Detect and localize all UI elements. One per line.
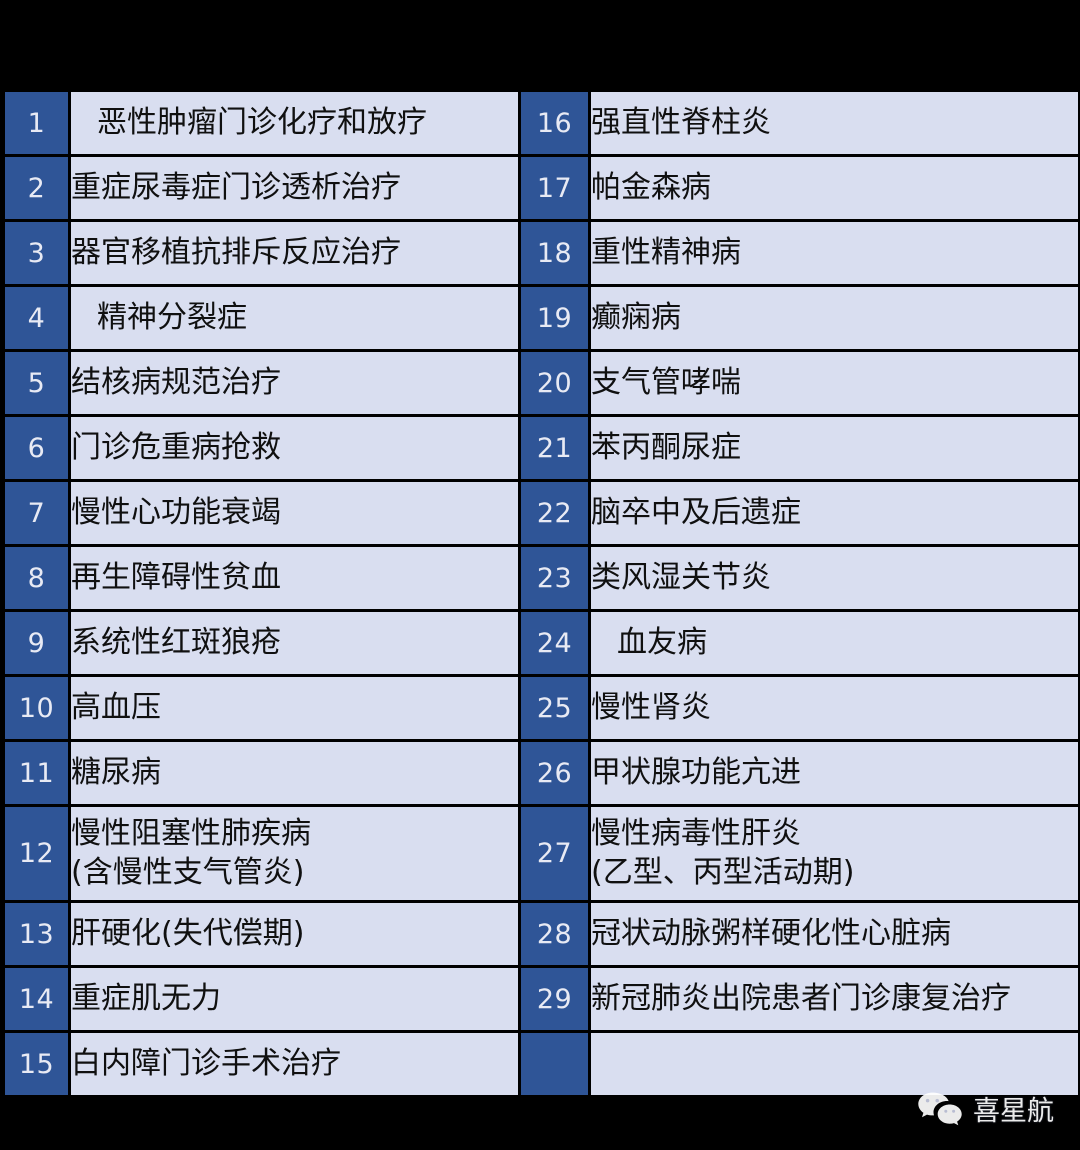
disease-name-cell: 脑卒中及后遗症 [588, 479, 1080, 547]
table-row: 6 门诊危重病抢救 21 苯丙酮尿症 [2, 414, 1080, 482]
row-number-cell: 28 [518, 900, 591, 968]
disease-name-cell: 门诊危重病抢救 [68, 414, 521, 482]
row-number-cell [518, 1030, 591, 1098]
row-number-cell: 29 [518, 965, 591, 1033]
disease-name-cell: 糖尿病 [68, 739, 521, 807]
row-number-cell: 9 [2, 609, 71, 677]
table-body: 1 恶性肿瘤门诊化疗和放疗 16 强直性脊柱炎 2 重症尿毒症门诊透析治疗 17 帕金森病 3 器… [2, 89, 1080, 1098]
disease-name-cell: 系统性红斑狼疮 [68, 609, 521, 677]
row-number-cell: 21 [518, 414, 591, 482]
row-number-cell: 15 [2, 1030, 71, 1098]
row-number-cell: 2 [2, 154, 71, 222]
row-number-cell: 22 [518, 479, 591, 547]
row-number-cell: 26 [518, 739, 591, 807]
disease-name-cell: 慢性病毒性肝炎 (乙型、丙型活动期) [588, 804, 1080, 903]
table-row: 5 结核病规范治疗 20 支气管哮喘 [2, 349, 1080, 417]
disease-name-cell: 慢性心功能衰竭 [68, 479, 521, 547]
row-number-cell: 20 [518, 349, 591, 417]
disease-name-cell: 强直性脊柱炎 [588, 89, 1080, 157]
row-number-cell: 11 [2, 739, 71, 807]
table-row: 9 系统性红斑狼疮 24 血友病 [2, 609, 1080, 677]
row-number-cell: 16 [518, 89, 591, 157]
row-number-cell: 19 [518, 284, 591, 352]
table-row: 2 重症尿毒症门诊透析治疗 17 帕金森病 [2, 154, 1080, 222]
table-row: 13 肝硬化(失代偿期) 28 冠状动脉粥样硬化性心脏病 [2, 900, 1080, 968]
table-row: 7 慢性心功能衰竭 22 脑卒中及后遗症 [2, 479, 1080, 547]
row-number-cell: 27 [518, 804, 591, 903]
disease-name-cell: 帕金森病 [588, 154, 1080, 222]
disease-name-cell: 血友病 [588, 609, 1080, 677]
table-row: 11 糖尿病 26 甲状腺功能亢进 [2, 739, 1080, 807]
disease-name-cell: 重症尿毒症门诊透析治疗 [68, 154, 521, 222]
row-number-cell: 14 [2, 965, 71, 1033]
disease-name-cell: 重性精神病 [588, 219, 1080, 287]
disease-table-container: 1 恶性肿瘤门诊化疗和放疗 16 强直性脊柱炎 2 重症尿毒症门诊透析治疗 17 帕金森病 3 器… [2, 89, 1080, 1150]
top-black-band [0, 0, 1080, 88]
row-number-cell: 23 [518, 544, 591, 612]
special-disease-list-table: 1 恶性肿瘤门诊化疗和放疗 16 强直性脊柱炎 2 重症尿毒症门诊透析治疗 17 帕金森病 3 器… [2, 89, 1080, 1098]
disease-name-cell: 精神分裂症 [68, 284, 521, 352]
disease-name-cell: 支气管哮喘 [588, 349, 1080, 417]
row-number-cell: 13 [2, 900, 71, 968]
table-row: 15 白内障门诊手术治疗 [2, 1030, 1080, 1098]
disease-name-cell: 新冠肺炎出院患者门诊康复治疗 [588, 965, 1080, 1033]
disease-name-cell: 慢性阻塞性肺疾病 (含慢性支气管炎) [68, 804, 521, 903]
disease-name-cell: 再生障碍性贫血 [68, 544, 521, 612]
row-number-cell: 5 [2, 349, 71, 417]
disease-name-cell: 高血压 [68, 674, 521, 742]
row-number-cell: 12 [2, 804, 71, 903]
row-number-cell: 17 [518, 154, 591, 222]
table-row: 4 精神分裂症 19 癫痫病 [2, 284, 1080, 352]
row-number-cell: 10 [2, 674, 71, 742]
disease-name-cell [588, 1030, 1080, 1098]
row-number-cell: 18 [518, 219, 591, 287]
disease-name-cell: 癫痫病 [588, 284, 1080, 352]
disease-name-cell: 苯丙酮尿症 [588, 414, 1080, 482]
disease-name-cell: 慢性肾炎 [588, 674, 1080, 742]
disease-name-cell: 结核病规范治疗 [68, 349, 521, 417]
disease-name-cell: 恶性肿瘤门诊化疗和放疗 [68, 89, 521, 157]
row-number-cell: 25 [518, 674, 591, 742]
table-row: 12 慢性阻塞性肺疾病 (含慢性支气管炎) 27 慢性病毒性肝炎 (乙型、丙型活动期) [2, 804, 1080, 903]
table-row: 14 重症肌无力 29 新冠肺炎出院患者门诊康复治疗 [2, 965, 1080, 1033]
disease-name-cell: 甲状腺功能亢进 [588, 739, 1080, 807]
row-number-cell: 1 [2, 89, 71, 157]
table-row: 10 高血压 25 慢性肾炎 [2, 674, 1080, 742]
disease-name-cell: 器官移植抗排斥反应治疗 [68, 219, 521, 287]
disease-name-cell: 冠状动脉粥样硬化性心脏病 [588, 900, 1080, 968]
disease-name-cell: 白内障门诊手术治疗 [68, 1030, 521, 1098]
row-number-cell: 4 [2, 284, 71, 352]
table-row: 3 器官移植抗排斥反应治疗 18 重性精神病 [2, 219, 1080, 287]
row-number-cell: 6 [2, 414, 71, 482]
disease-name-cell: 类风湿关节炎 [588, 544, 1080, 612]
row-number-cell: 24 [518, 609, 591, 677]
row-number-cell: 8 [2, 544, 71, 612]
row-number-cell: 7 [2, 479, 71, 547]
row-number-cell: 3 [2, 219, 71, 287]
table-row: 8 再生障碍性贫血 23 类风湿关节炎 [2, 544, 1080, 612]
disease-name-cell: 肝硬化(失代偿期) [68, 900, 521, 968]
disease-name-cell: 重症肌无力 [68, 965, 521, 1033]
table-row: 1 恶性肿瘤门诊化疗和放疗 16 强直性脊柱炎 [2, 89, 1080, 157]
